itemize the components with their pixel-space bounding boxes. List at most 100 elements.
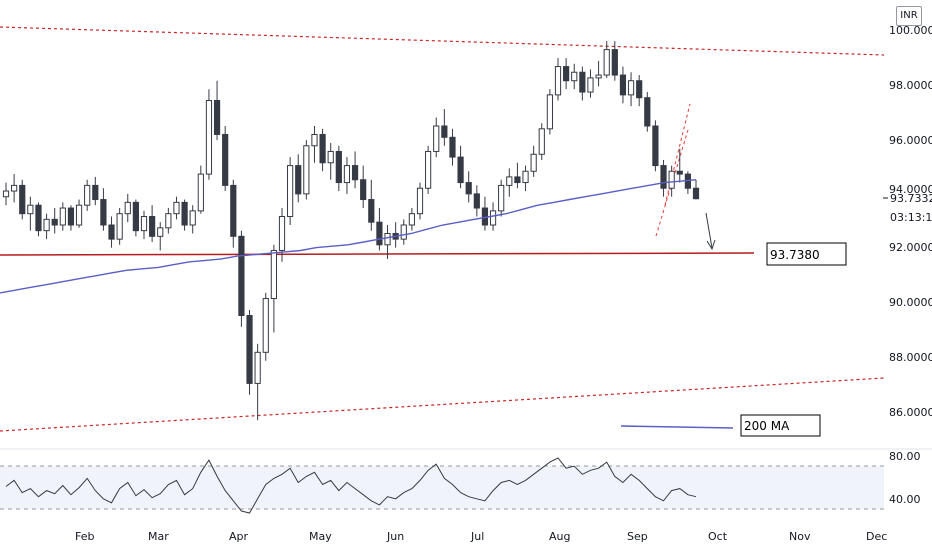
candle[interactable] [376, 221, 383, 246]
candle[interactable] [343, 165, 351, 184]
candle[interactable] [595, 74, 602, 79]
ma-label[interactable]: 200 MA [740, 414, 821, 437]
candle[interactable] [189, 210, 196, 226]
rsi-axis[interactable]: 80.00 40.00 [889, 450, 921, 506]
candle[interactable] [660, 165, 667, 189]
candle[interactable] [287, 165, 294, 218]
candle[interactable] [522, 170, 529, 184]
candle[interactable] [579, 71, 586, 93]
candle[interactable] [554, 66, 562, 96]
candle[interactable] [238, 235, 245, 317]
candle[interactable] [644, 97, 651, 127]
candle[interactable] [278, 216, 286, 251]
candle[interactable] [400, 224, 407, 240]
candle[interactable] [676, 170, 683, 175]
flag-line-upper[interactable] [664, 103, 691, 206]
candle[interactable] [506, 176, 513, 186]
candle[interactable] [425, 150, 432, 189]
candle[interactable] [603, 49, 610, 76]
candle[interactable] [619, 74, 627, 96]
candle[interactable] [100, 199, 107, 226]
candle[interactable] [611, 49, 618, 76]
candle[interactable] [563, 66, 570, 82]
candle[interactable] [43, 218, 50, 232]
candle[interactable] [222, 133, 229, 186]
candle[interactable] [19, 184, 26, 215]
candle[interactable] [408, 213, 415, 226]
candle[interactable] [668, 170, 675, 189]
candle[interactable] [173, 201, 180, 215]
candle[interactable] [116, 213, 123, 240]
month-label: Nov [789, 530, 811, 543]
candle[interactable] [571, 71, 578, 82]
support-line[interactable] [0, 252, 755, 256]
candle[interactable] [254, 351, 261, 384]
candle[interactable] [205, 100, 213, 175]
candle[interactable] [181, 201, 188, 226]
candle[interactable] [514, 176, 521, 184]
candle[interactable] [360, 179, 367, 201]
candle[interactable] [335, 150, 342, 184]
candle[interactable] [489, 210, 497, 226]
candle[interactable] [59, 207, 66, 226]
candle[interactable] [546, 94, 553, 130]
candle[interactable] [465, 182, 472, 195]
candle[interactable] [636, 80, 643, 99]
candle[interactable] [498, 184, 505, 212]
candle[interactable] [132, 201, 139, 232]
candle[interactable] [35, 204, 42, 232]
time-axis[interactable]: Feb Mar Apr May Jun Jul Aug Sep Oct Nov … [75, 530, 887, 543]
currency-badge[interactable]: INR [896, 6, 922, 26]
candle[interactable] [51, 218, 58, 226]
candle[interactable] [262, 298, 269, 353]
candle[interactable] [441, 125, 448, 138]
candle[interactable] [327, 150, 334, 164]
candle[interactable] [530, 153, 537, 172]
candle[interactable] [197, 173, 204, 212]
candle[interactable] [124, 201, 131, 215]
candle[interactable] [270, 249, 277, 300]
candle[interactable] [692, 187, 700, 200]
candle[interactable] [75, 204, 83, 226]
candle[interactable] [538, 128, 545, 155]
candle[interactable] [108, 224, 115, 240]
candle[interactable] [627, 80, 635, 96]
candle[interactable] [652, 125, 659, 167]
candle[interactable] [92, 184, 99, 201]
candle[interactable] [351, 165, 359, 181]
candle[interactable] [473, 193, 480, 209]
candle[interactable] [449, 136, 456, 158]
price-tick: 100.0000 [889, 24, 932, 37]
candle[interactable] [11, 184, 18, 192]
candle[interactable] [295, 165, 302, 195]
price-tick: 86.0000 [889, 406, 932, 419]
candle[interactable] [433, 125, 440, 152]
support-price-label[interactable]: 93.7380 [766, 242, 847, 266]
candle[interactable] [140, 216, 148, 232]
candle[interactable] [587, 77, 594, 93]
candle[interactable] [149, 216, 156, 237]
candles-layer [2, 41, 700, 421]
price-axis[interactable]: 100.0000 98.0000 96.0000 94.0000 92.0000… [883, 24, 932, 419]
candle[interactable] [303, 145, 310, 195]
candle[interactable] [311, 133, 318, 147]
candle[interactable] [67, 207, 75, 226]
candle[interactable] [319, 133, 326, 164]
candle[interactable] [230, 184, 237, 237]
down-arrow-shaft[interactable] [705, 212, 713, 249]
candle[interactable] [368, 199, 375, 223]
rsi-tick: 80.00 [889, 450, 921, 463]
month-label: Jun [386, 530, 404, 543]
candle[interactable] [2, 190, 10, 198]
candle[interactable] [416, 187, 424, 215]
candle[interactable] [213, 100, 221, 135]
channel-upper-line[interactable] [0, 26, 885, 56]
candle[interactable] [84, 184, 91, 206]
candle[interactable] [384, 232, 391, 246]
candle[interactable] [27, 204, 34, 215]
candle[interactable] [246, 315, 253, 384]
candle[interactable] [157, 227, 164, 237]
candle[interactable] [457, 156, 464, 184]
candle[interactable] [165, 213, 172, 229]
